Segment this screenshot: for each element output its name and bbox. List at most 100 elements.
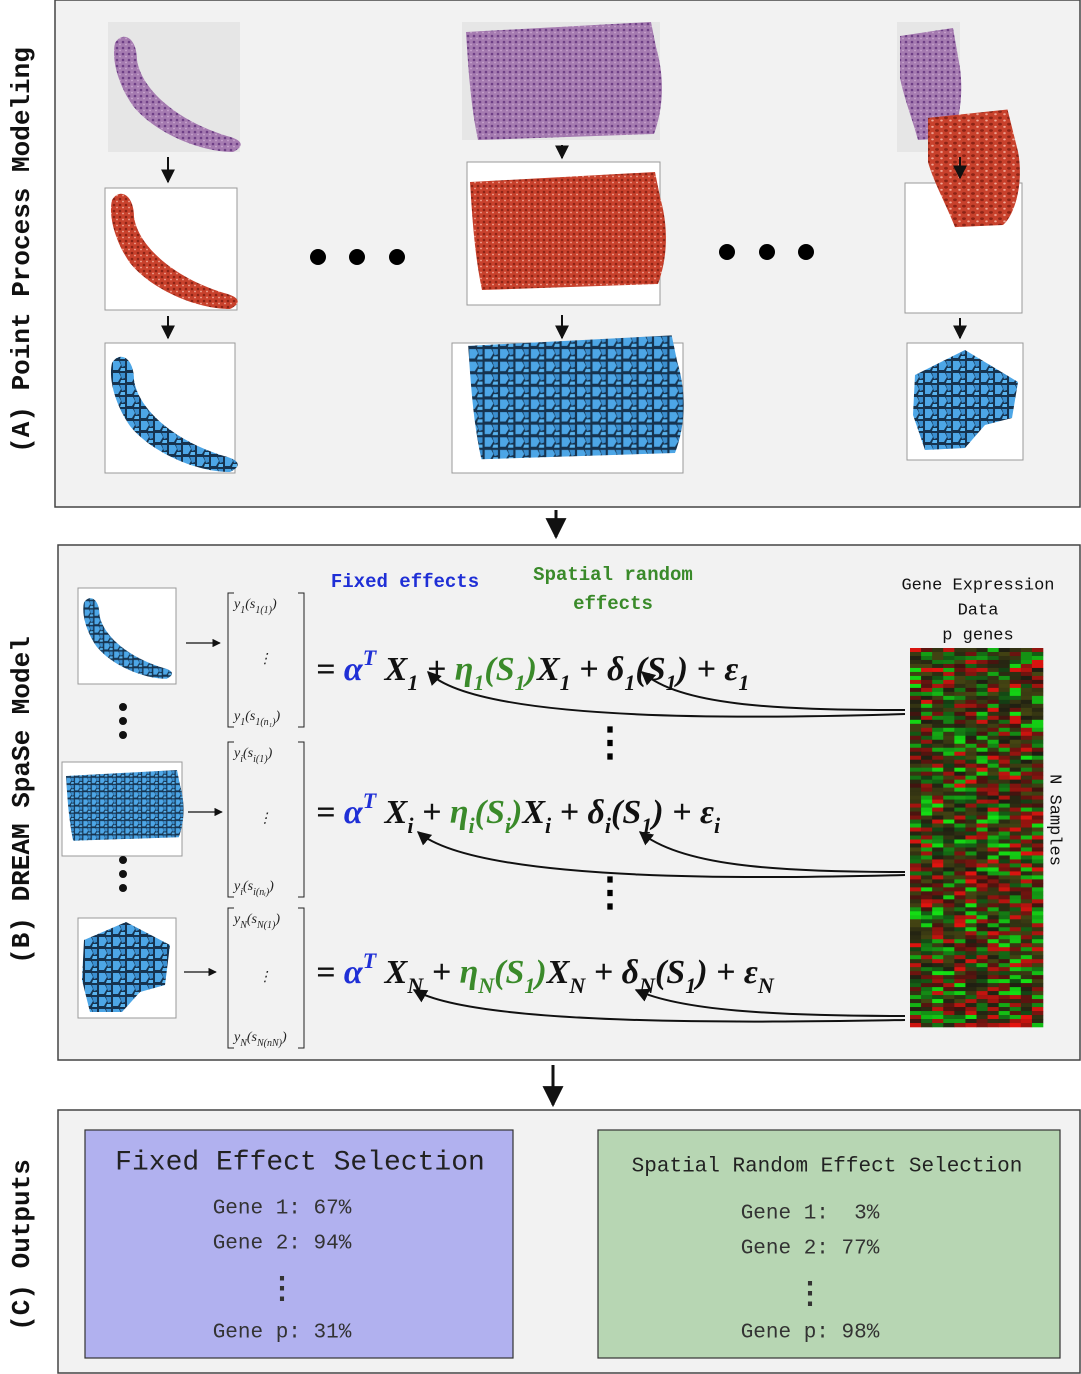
heatmap-cell	[943, 947, 954, 951]
heatmap-cell	[965, 979, 976, 983]
heatmap-cell	[999, 847, 1010, 851]
heatmap-cell	[977, 839, 988, 843]
heatmap-cell	[977, 700, 988, 704]
heatmap-cell	[910, 724, 921, 728]
heatmap-cell	[921, 764, 932, 768]
heatmap-cell	[1032, 939, 1043, 943]
heatmap-cell	[921, 700, 932, 704]
heatmap-cell	[954, 816, 965, 820]
heatmap-cell	[1010, 851, 1021, 855]
heatmap-cell	[910, 851, 921, 855]
heatmap-cell	[965, 704, 976, 708]
heatmap-cell	[943, 812, 954, 816]
heatmap-cell	[921, 939, 932, 943]
term: α	[344, 794, 364, 831]
heatmap-cell	[977, 939, 988, 943]
heatmap-cell	[943, 951, 954, 955]
heatmap-cell	[943, 887, 954, 891]
heatmap-cell	[1032, 680, 1043, 684]
heatmap-cell	[999, 999, 1010, 1003]
heatmap-cell	[943, 820, 954, 824]
heatmap-cell	[932, 836, 943, 840]
heatmap-cell	[921, 812, 932, 816]
subscript: 1	[407, 670, 418, 695]
heatmap-cell	[988, 843, 999, 847]
heatmap-cell	[988, 871, 999, 875]
heatmap-cell	[943, 1023, 954, 1027]
heatmap-cell	[1032, 1023, 1043, 1027]
heatmap-cell	[1010, 959, 1021, 963]
heatmap-cell	[977, 891, 988, 895]
heatmap-cell	[954, 863, 965, 867]
heatmap-cell	[910, 808, 921, 812]
heatmap-cell	[910, 740, 921, 744]
subscript: N	[568, 973, 586, 998]
heatmap-cell	[954, 772, 965, 776]
heatmap-cell	[1032, 768, 1043, 772]
heatmap-cell	[999, 704, 1010, 708]
heatmap-cell	[910, 891, 921, 895]
subscript: N(nN)	[256, 1038, 283, 1049]
term: ) + ε	[649, 794, 714, 831]
heatmap-cell	[988, 744, 999, 748]
heatmap-cell	[1010, 788, 1021, 792]
heatmap-cell	[921, 648, 932, 652]
heatmap-cell	[932, 1007, 943, 1011]
heatmap-cell	[988, 867, 999, 871]
heatmap-cell	[965, 927, 976, 931]
heatmap-cell	[1010, 768, 1021, 772]
heatmap-cell	[988, 1019, 999, 1023]
heatmap-cell	[943, 955, 954, 959]
heatmap-cell	[965, 792, 976, 796]
heatmap-cell	[1021, 1023, 1032, 1027]
heatmap-cell	[988, 772, 999, 776]
heatmap-cell	[932, 680, 943, 684]
heatmap-cell	[999, 800, 1010, 804]
heatmap-cell	[943, 712, 954, 716]
heatmap-cell	[988, 828, 999, 832]
heatmap-cell	[965, 943, 976, 947]
heatmap-cell	[1010, 875, 1021, 879]
heatmap-cell	[910, 943, 921, 947]
heatmap-cell	[999, 660, 1010, 664]
heatmap-cell	[943, 855, 954, 859]
heatmap-cell	[910, 744, 921, 748]
equation: = αT Xi + ηi(Si)Xi + δi(S1) + εi	[316, 788, 721, 838]
heatmap-cell	[988, 788, 999, 792]
heatmap-cell	[965, 716, 976, 720]
heatmap-cell	[999, 887, 1010, 891]
heatmap-cell	[954, 995, 965, 999]
heatmap-cell	[965, 824, 976, 828]
heatmap-cell	[943, 1019, 954, 1023]
heatmap-cell	[999, 883, 1010, 887]
heatmap-cell	[1032, 676, 1043, 680]
heatmap-cell	[977, 804, 988, 808]
heatmap-cell	[988, 931, 999, 935]
output-line: Gene p: 98%	[741, 1322, 880, 1345]
heatmap-cell	[943, 772, 954, 776]
heatmap-cell	[1021, 732, 1032, 736]
heatmap-cell	[1010, 899, 1021, 903]
heatmap-cell	[999, 768, 1010, 772]
heatmap-cell	[965, 999, 976, 1003]
heatmap-cell	[954, 788, 965, 792]
panel-label: (A) Point Process Modeling	[7, 47, 37, 453]
heatmap-cell	[1032, 748, 1043, 752]
heatmap-cell	[1021, 991, 1032, 995]
heatmap-cell	[943, 987, 954, 991]
heatmap-cell	[932, 692, 943, 696]
heatmap-cell	[977, 724, 988, 728]
heatmap-cell	[1010, 963, 1021, 967]
heatmap-cell	[1021, 995, 1032, 999]
heatmap-cell	[910, 975, 921, 979]
heatmap-cell	[943, 680, 954, 684]
heatmap-cell	[1032, 1019, 1043, 1023]
heatmap-cell	[1032, 955, 1043, 959]
heatmap-cell	[910, 836, 921, 840]
heatmap-cell	[999, 951, 1010, 955]
heatmap-cell	[910, 684, 921, 688]
heatmap-cell	[965, 768, 976, 772]
heatmap-cell	[1032, 851, 1043, 855]
heatmap-cell	[943, 963, 954, 967]
heatmap-cell	[977, 732, 988, 736]
